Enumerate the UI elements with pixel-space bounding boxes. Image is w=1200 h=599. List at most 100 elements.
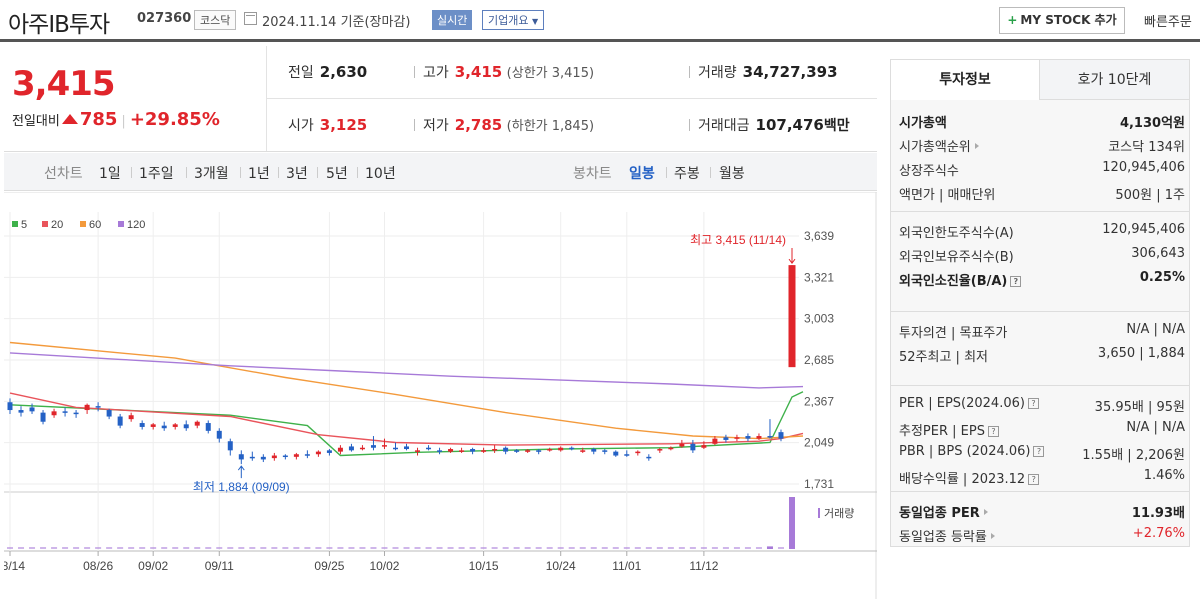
tab-10-level-quote[interactable]: 호가 10단계 — [1040, 60, 1189, 100]
info-label: 동일업종 PER — [899, 502, 988, 521]
x-tick-label: 10/02 — [369, 559, 399, 573]
candle-body — [392, 447, 398, 450]
info-row[interactable]: PER | EPS(2024.06)? 35.95배 | 95원 — [899, 392, 1185, 416]
volume-bar — [755, 547, 762, 549]
candle-body — [525, 450, 531, 452]
candle-body — [95, 406, 101, 408]
low-price: 저가 2,785 (하한가 1,845) — [414, 115, 594, 135]
candle-body — [415, 450, 421, 452]
candle-body — [7, 402, 13, 411]
candle-body — [492, 449, 498, 451]
info-row[interactable]: PBR | BPS (2024.06)? 1.55배 | 2,206원 — [899, 440, 1185, 464]
info-group: 외국인한도주식수(A) 120,945,406 외국인보유주식수(B) 306,643… — [891, 210, 1189, 312]
volume-bar — [436, 547, 443, 549]
tab-5year[interactable]: 5년 — [326, 166, 348, 182]
company-overview-button[interactable]: 기업개요 ▼ — [482, 10, 545, 30]
info-value: 0.25% — [1139, 270, 1185, 285]
candle-body — [326, 450, 332, 453]
candle-body — [459, 450, 465, 452]
caret-right-icon[interactable] — [974, 143, 979, 149]
info-row: 액면가 | 매매단위 500원 | 1주 — [899, 180, 1185, 204]
candle-body — [723, 437, 729, 440]
volume-bar — [590, 547, 597, 549]
tab-3month[interactable]: 3개월 — [194, 166, 229, 182]
x-tick-label: 10/15 — [469, 559, 499, 573]
volume-bar — [205, 547, 212, 549]
candle-body — [591, 449, 597, 452]
volume-bar — [62, 547, 69, 549]
tab-daily-candle[interactable]: 일봉 — [629, 166, 655, 182]
volume-bar — [106, 547, 113, 549]
candle-body — [84, 404, 90, 411]
info-value: 500원 | 1주 — [1115, 188, 1185, 203]
help-icon[interactable]: ? — [1010, 276, 1022, 287]
candle-body — [194, 421, 200, 426]
diff-rate: +29.85% — [129, 109, 220, 130]
tab-weekly-candle[interactable]: 주봉 — [674, 166, 700, 182]
info-label: 추정PER | EPS? — [899, 420, 999, 439]
candle-body — [602, 450, 608, 452]
price-summary: 3,415 전일대비 785 | +29.85% 전일 2,630 고가 3,415 (상… — [4, 46, 877, 152]
info-label: 시가총액 — [899, 116, 947, 131]
volume-bar — [315, 547, 322, 549]
candle-body — [437, 450, 443, 452]
info-row[interactable]: 시가총액순위 코스닥 134위 — [899, 132, 1185, 156]
candle-body — [756, 436, 762, 439]
candle-body — [547, 449, 553, 451]
volume: 거래량 34,727,393 — [689, 62, 838, 82]
info-row[interactable]: 동일업종 PER 11.93배 — [899, 498, 1185, 522]
help-icon[interactable]: ? — [1033, 446, 1045, 457]
help-icon[interactable]: ? — [1028, 474, 1040, 485]
volume-bar — [95, 547, 102, 549]
volume-bar — [700, 547, 707, 549]
candle-body — [216, 430, 222, 439]
candle-body — [73, 412, 79, 415]
high-price: 고가 3,415 (상한가 3,415) — [414, 62, 594, 82]
info-label: PBR | BPS (2024.06)? — [899, 444, 1045, 459]
candle-body — [370, 445, 376, 448]
date-text: 2024.11.14 기준(장마감) — [262, 15, 411, 30]
quick-order-link[interactable]: 빠른주문 — [1144, 15, 1192, 30]
volume-bar — [150, 547, 157, 549]
candlestick-chart[interactable]: 3,639 3,321 3,003 2,685 2,367 2,049 1,731 08/14… — [4, 192, 877, 599]
help-icon[interactable]: ? — [987, 426, 999, 437]
volume-bar — [139, 547, 146, 549]
my-stock-add-button[interactable]: + MY STOCK 추가 — [999, 7, 1125, 34]
info-value: 1.55배 | 2,206원 — [1082, 448, 1185, 463]
high-annotation: 최고 3,415 (11/14) — [690, 233, 786, 247]
caret-right-icon[interactable] — [990, 533, 995, 539]
candle-body — [481, 450, 487, 452]
tab-1day[interactable]: 1일 — [99, 166, 121, 182]
tab-monthly-candle[interactable]: 월봉 — [719, 166, 745, 182]
tab-1year[interactable]: 1년 — [248, 166, 270, 182]
candle-body — [117, 416, 123, 426]
market-badge: 코스닥 — [194, 10, 237, 30]
info-row[interactable]: 외국인소진율(B/A)? 0.25% — [899, 266, 1185, 290]
info-row[interactable]: 추정PER | EPS? N/A | N/A — [899, 416, 1185, 440]
candle-body — [426, 447, 432, 450]
y-tick-label: 2,367 — [804, 394, 834, 408]
candle-body — [778, 432, 784, 439]
info-label: 외국인소진율(B/A)? — [899, 270, 1022, 289]
info-row[interactable]: 배당수익률 | 2023.12? 1.46% — [899, 464, 1185, 488]
volume-bar — [293, 547, 300, 549]
volume-bar — [172, 547, 179, 549]
volume-bar — [348, 547, 355, 549]
tab-investment-info[interactable]: 투자정보 — [891, 60, 1040, 100]
tab-3year[interactable]: 3년 — [286, 166, 308, 182]
tab-10year[interactable]: 10년 — [365, 166, 396, 182]
info-row: 52주최고 | 최저 3,650 | 1,884 — [899, 342, 1185, 366]
tab-1week[interactable]: 1주일 — [139, 166, 174, 182]
help-icon[interactable]: ? — [1027, 398, 1039, 409]
volume-bar — [326, 547, 333, 549]
company-overview-label: 기업개요 — [488, 14, 529, 27]
candle-body — [580, 450, 586, 452]
volume-bar — [568, 547, 575, 549]
y-tick-label: 3,321 — [804, 270, 834, 284]
candle-body — [348, 446, 354, 451]
candle-body — [381, 445, 387, 447]
ma-line-120 — [9, 352, 804, 389]
caret-right-icon[interactable] — [983, 509, 988, 515]
info-row[interactable]: 동일업종 등락률 +2.76% — [899, 522, 1185, 546]
volume-bar — [304, 547, 311, 549]
